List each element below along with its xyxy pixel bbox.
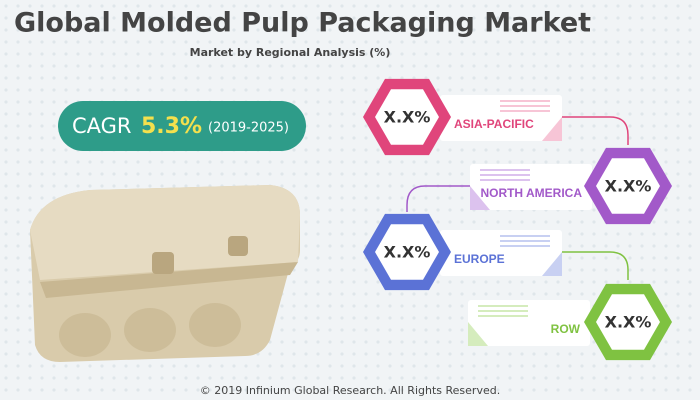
region-value: X.X% (384, 243, 431, 262)
region: ASIA-PACIFIC X.X% (363, 78, 562, 156)
hexagon-inner (596, 158, 660, 214)
region-value: X.X% (384, 108, 431, 127)
region-value: X.X% (605, 177, 652, 196)
region-value: X.X% (605, 313, 652, 332)
hexagon-inner (375, 89, 439, 145)
box-fold (468, 322, 488, 346)
cagr-period: (2019-2025) (208, 121, 289, 136)
egg-carton (30, 185, 300, 362)
region-name: ROW (551, 322, 581, 336)
box-fold (542, 117, 562, 141)
region: EUROPE X.X% (363, 213, 562, 291)
box-fold (542, 252, 562, 276)
footer: © 2019 Infinium Global Research. All Rig… (200, 384, 500, 397)
region-name: EUROPE (454, 252, 505, 266)
cagr-label: CAGR (72, 114, 132, 138)
subtitle: Market by Regional Analysis (%) (190, 46, 391, 59)
connectors (406, 116, 629, 280)
region: NORTH AMERICA X.X% (470, 147, 672, 225)
region-name: NORTH AMERICA (480, 186, 582, 200)
hexagon-inner (375, 224, 439, 280)
region: ROW X.X% (468, 283, 672, 361)
region-name: ASIA-PACIFIC (454, 117, 534, 131)
hexagon-inner (596, 294, 660, 350)
title: Global Molded Pulp Packaging Market (14, 8, 591, 39)
box-fold (470, 186, 490, 210)
cagr-value: 5.3% (141, 114, 202, 139)
cagr-badge (58, 101, 306, 151)
